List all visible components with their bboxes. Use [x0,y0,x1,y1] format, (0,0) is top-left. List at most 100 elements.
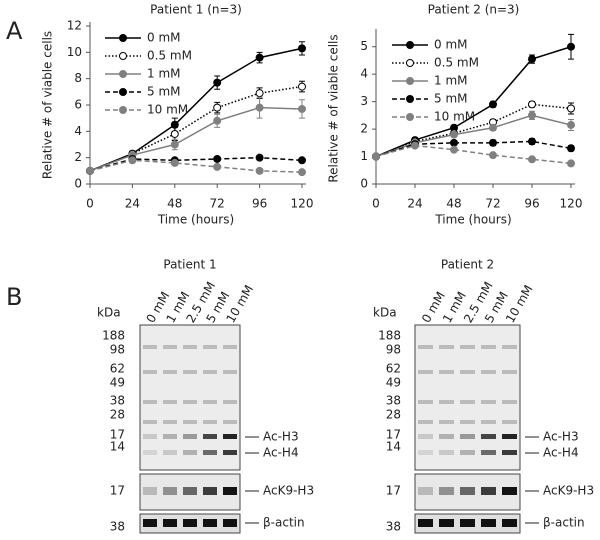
band-label: Ac-H3 [543,430,579,444]
series-line [375,46,572,158]
x-tick-label: 120 [560,197,583,211]
smear [418,420,433,424]
smear [163,370,177,374]
x-tick-label: 24 [407,197,422,211]
y-tick-label: 0 [74,177,82,191]
smear [203,400,217,404]
marker-label: 17 [386,484,401,498]
marker-label: 28 [110,408,125,422]
x-tick-label: 0 [86,197,94,211]
legend-label: 0.5 mM [147,49,192,63]
band [143,487,157,495]
legend-marker [119,88,127,96]
y-axis-label: Relative # of viable cells [327,34,341,182]
band [143,450,157,455]
band [481,487,496,495]
marker-label: 17 [110,428,125,442]
band [460,487,475,495]
marker-label: 38 [386,394,401,408]
smear [183,400,197,404]
band [203,450,217,455]
legend-label: 10 mM [434,110,475,124]
legend-label: 0 mM [434,38,468,52]
data-point [213,103,222,112]
legend-label: 5 mM [434,92,468,106]
smear [143,420,157,424]
smear [418,400,433,404]
x-axis-label: Time (hours) [434,213,511,227]
smear [460,400,475,404]
legend-label: 0 mM [147,31,181,45]
data-point [372,152,380,161]
smear [183,345,197,349]
band [163,434,177,439]
band [203,519,217,527]
panel-label: B [6,283,22,311]
smear [439,400,454,404]
smear [439,370,454,374]
x-tick-label: 96 [252,197,267,211]
data-point [255,166,264,175]
smear [223,345,237,349]
band [439,434,454,439]
blot-title: Patient 1 [163,258,216,272]
marker-label: 98 [110,343,125,357]
data-point [528,111,536,120]
data-point [298,156,306,165]
marker-label: 14 [110,440,125,454]
blot-membrane [139,324,241,471]
band [143,519,157,527]
legend-label: 1 mM [434,74,468,88]
band [502,519,517,527]
legend-marker [119,34,127,42]
band [418,487,433,495]
data-point [255,89,264,98]
band [481,519,496,527]
series-line [89,47,303,172]
marker-label: 62 [110,362,125,376]
band [163,487,177,495]
smear [481,400,496,404]
smear [439,345,454,349]
blot-membrane [414,324,521,471]
data-point [489,151,497,160]
smear [163,400,177,404]
band [223,450,237,455]
smear [502,370,517,374]
band-label: AcK9-H3 [543,484,594,498]
y-tick-label: 4 [360,67,368,81]
series-line [89,156,303,172]
x-axis-label: Time (hours) [157,213,234,227]
smear [203,420,217,424]
smear [418,370,433,374]
band [418,434,433,439]
band [502,434,517,439]
data-point [170,158,179,167]
data-point [298,82,306,91]
data-point [255,153,264,162]
smear [502,345,517,349]
y-tick-label: 8 [74,71,82,85]
data-point [170,140,179,149]
legend-marker [119,70,127,78]
x-tick-label: 72 [210,197,225,211]
legend-label: 5 mM [147,85,181,99]
data-point [489,123,497,132]
data-point [213,78,222,87]
smear [502,420,517,424]
marker-label: 188 [378,329,401,343]
data-point [567,144,575,153]
y-tick-label: 5 [360,39,368,53]
data-point [567,42,575,51]
smear [143,400,157,404]
band [143,434,157,439]
smear [223,420,237,424]
legend-marker [406,95,414,103]
band [418,450,433,455]
band-label: AcK9-H3 [263,484,314,498]
band-label: Ac-H3 [263,430,299,444]
band [183,519,197,527]
panel-label: A [6,17,23,45]
marker-label: 38 [110,520,125,534]
x-tick-label: 72 [485,197,500,211]
